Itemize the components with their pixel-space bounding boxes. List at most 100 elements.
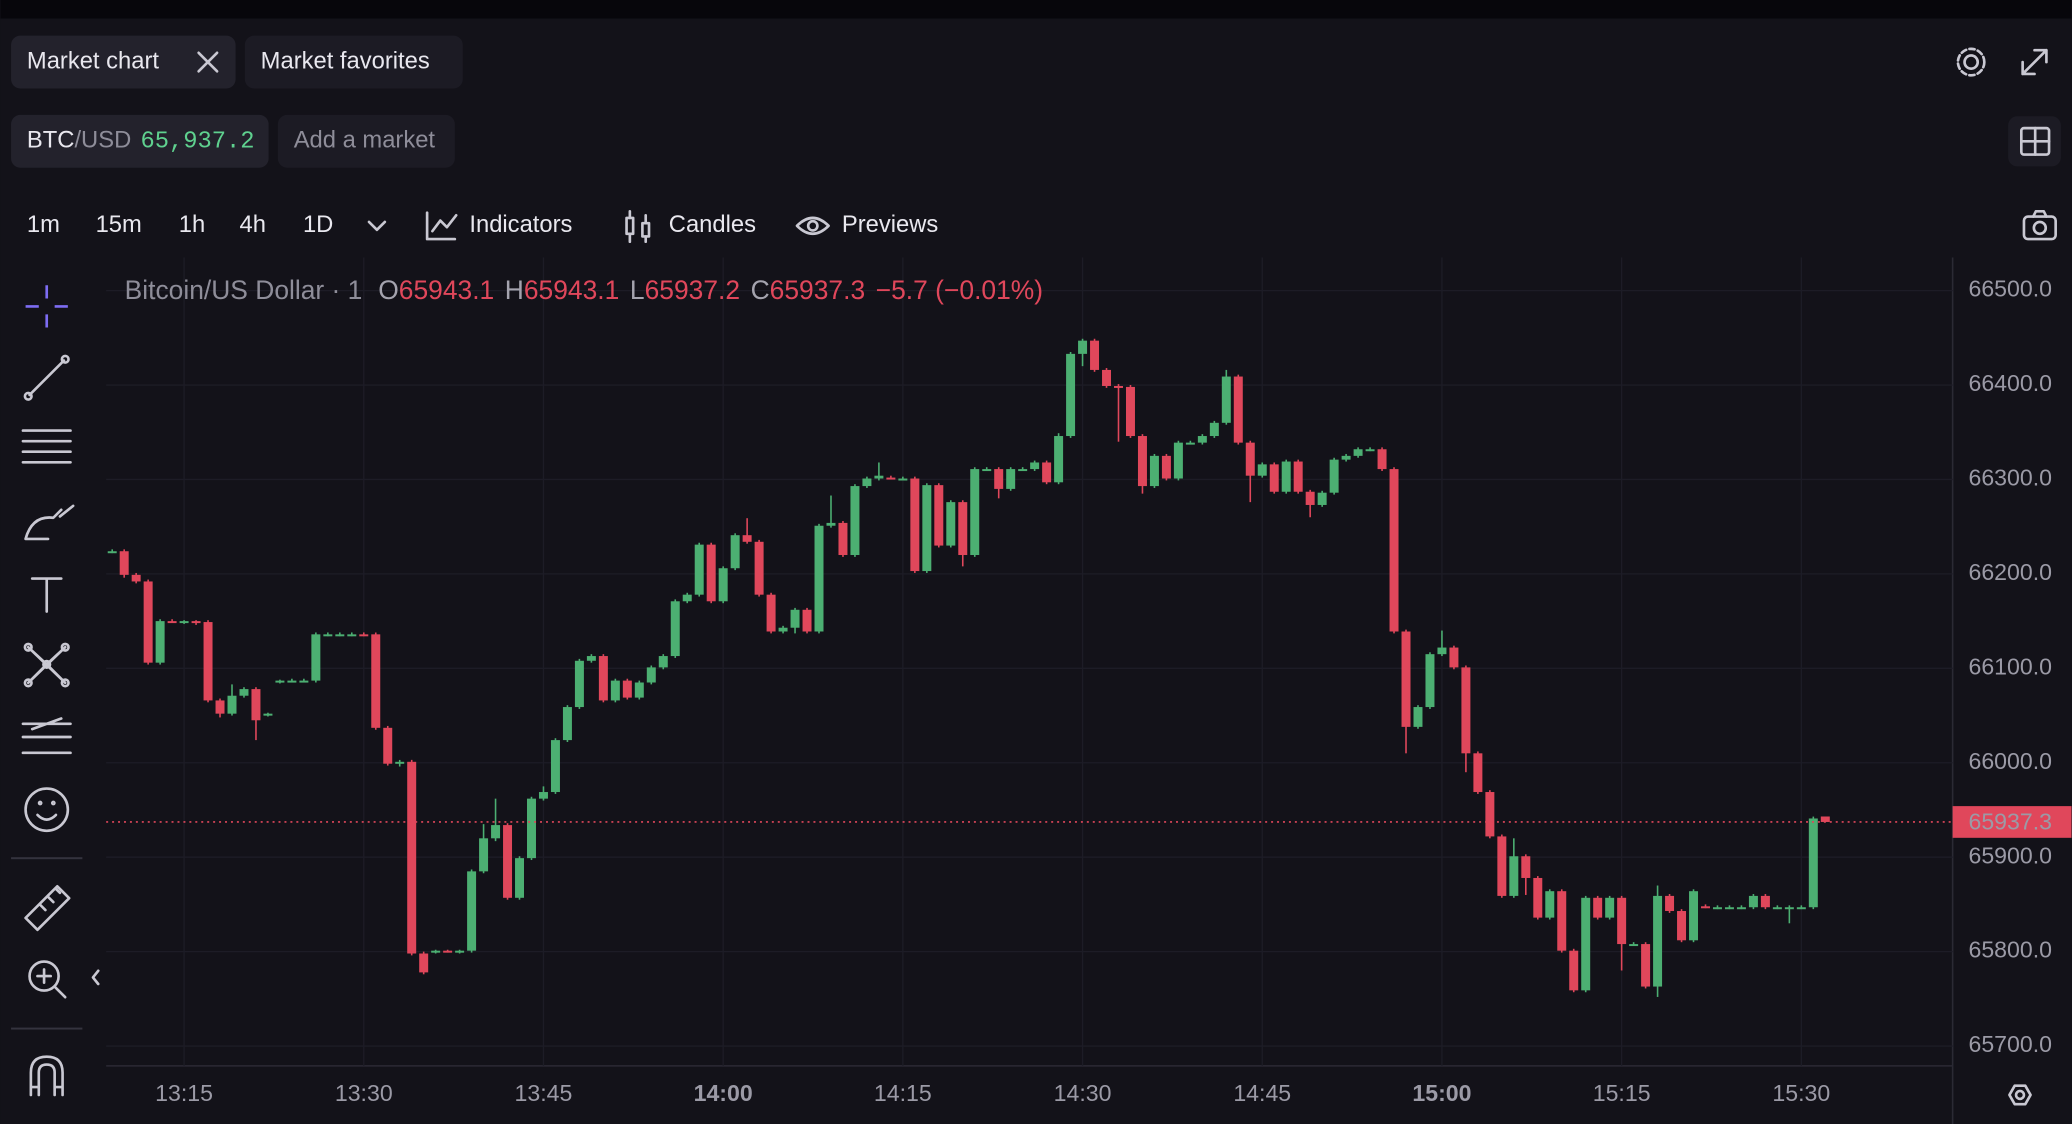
axis-settings[interactable] (2008, 1084, 2032, 1106)
candle-body (1641, 944, 1651, 987)
candle-body (263, 713, 273, 716)
candle-body (1305, 491, 1315, 505)
candle-body (802, 609, 812, 632)
crosshair-tool[interactable] (25, 285, 68, 328)
layout-button[interactable] (2008, 116, 2061, 167)
candle-body (1090, 340, 1100, 370)
candle-body (335, 634, 345, 637)
collapse-toolbar[interactable] (91, 969, 100, 986)
tab-label: Market chart (27, 47, 159, 74)
last-price-box (1952, 806, 2072, 838)
candle-body (1102, 369, 1112, 386)
candle-body (1149, 455, 1159, 487)
candle-body (694, 544, 704, 595)
candle-body (1629, 944, 1639, 947)
previews-icon (795, 216, 830, 236)
candle-body (958, 502, 968, 556)
candle-body (1078, 340, 1088, 354)
candle-body (1760, 895, 1770, 908)
candle-body (682, 594, 692, 602)
brush-tool[interactable] (24, 504, 75, 541)
snapshot-button[interactable] (2022, 210, 2057, 241)
ohlc-legend: Bitcoin/US Dollar · 1 O65943.1 H65943.1 L65… (125, 275, 1043, 305)
text-tool[interactable] (30, 577, 63, 613)
close-tab[interactable] (197, 51, 219, 73)
emoji-tool[interactable] (24, 787, 70, 833)
candle-body (1665, 895, 1675, 912)
chart: 66500.0 66400.0 66300.0 66200.0 66100.0 66000… (106, 257, 2072, 1124)
tool-label[interactable]: Indicators (469, 211, 572, 238)
candle-body (1233, 376, 1243, 443)
candle-body (562, 707, 572, 741)
candle-body (527, 798, 536, 859)
candle-body (1006, 469, 1016, 489)
tool-label[interactable]: Previews (842, 211, 939, 238)
candle-body (994, 469, 1004, 489)
timeframe[interactable]: 1D (303, 211, 333, 238)
settings-button[interactable] (1956, 47, 1986, 77)
ohlc-value: 65937.3 (770, 275, 865, 305)
trend-line-tool[interactable] (23, 354, 70, 401)
candle-body (574, 660, 584, 708)
timeframe[interactable]: 1m (27, 211, 60, 238)
ohlc-value: 65937.2 (645, 275, 740, 305)
ohlc-letter: H (505, 275, 524, 305)
pattern-tool[interactable] (23, 642, 70, 688)
y-tick-label: 66300.0 (1968, 465, 2052, 491)
candle-body (1533, 877, 1543, 918)
candle-body (658, 656, 668, 668)
candle-body (1377, 449, 1387, 470)
candle-body (886, 477, 896, 480)
zoom-tool[interactable] (28, 960, 67, 999)
timeframe[interactable]: 1h (179, 211, 205, 238)
candle-body (922, 485, 932, 572)
tool-label[interactable]: Candles (669, 211, 756, 238)
candle-body (1054, 436, 1064, 483)
more-timeframes[interactable] (367, 220, 387, 232)
candle-body (970, 469, 980, 556)
magnet-tool[interactable] (29, 1055, 64, 1097)
x-tick-label: 15:30 (1772, 1080, 1830, 1106)
candle-body (107, 551, 117, 554)
expand-button[interactable] (2021, 48, 2048, 76)
ohlc-value: 65943.1 (399, 275, 494, 305)
candle-body (395, 761, 405, 764)
lines-tool[interactable] (21, 429, 72, 464)
ohlc-letter: O (378, 275, 399, 305)
measure-tool[interactable] (24, 884, 71, 932)
candle-body (299, 680, 309, 683)
candle-body (862, 478, 872, 487)
timeframe[interactable]: 4h (240, 211, 266, 238)
symbol: Bitcoin/US Dollar · 1 (125, 275, 363, 305)
candle-body (742, 535, 752, 542)
tab[interactable] (244, 35, 463, 89)
candle-body (167, 621, 177, 624)
candle-body (1820, 816, 1830, 822)
candle-body (203, 622, 213, 701)
candle-body (766, 594, 776, 632)
candle-body (622, 680, 632, 698)
candle-body (754, 541, 764, 595)
candle-body (1341, 455, 1351, 460)
add-market[interactable] (277, 114, 455, 168)
market-pill[interactable] (11, 114, 269, 168)
tab[interactable] (11, 35, 236, 89)
fib-tool[interactable] (21, 717, 72, 755)
candle-body (910, 478, 920, 572)
candle-body (1066, 353, 1076, 437)
candle-body (155, 621, 165, 663)
candle-body (371, 634, 381, 728)
candle-body (455, 950, 465, 953)
candle-body (431, 950, 441, 953)
candle-body (1413, 707, 1423, 727)
candle-body (730, 535, 740, 569)
candle-body (1365, 449, 1375, 452)
x-tick-label: 14:45 (1233, 1080, 1291, 1106)
candle-body (1677, 911, 1687, 941)
timeframe[interactable]: 15m (96, 211, 142, 238)
ohlc-change: −5.7 (−0.01%) (876, 275, 1043, 305)
drawing-toolbar (11, 285, 100, 1097)
candle-body (790, 609, 800, 628)
y-tick-label: 65800.0 (1968, 937, 2052, 963)
